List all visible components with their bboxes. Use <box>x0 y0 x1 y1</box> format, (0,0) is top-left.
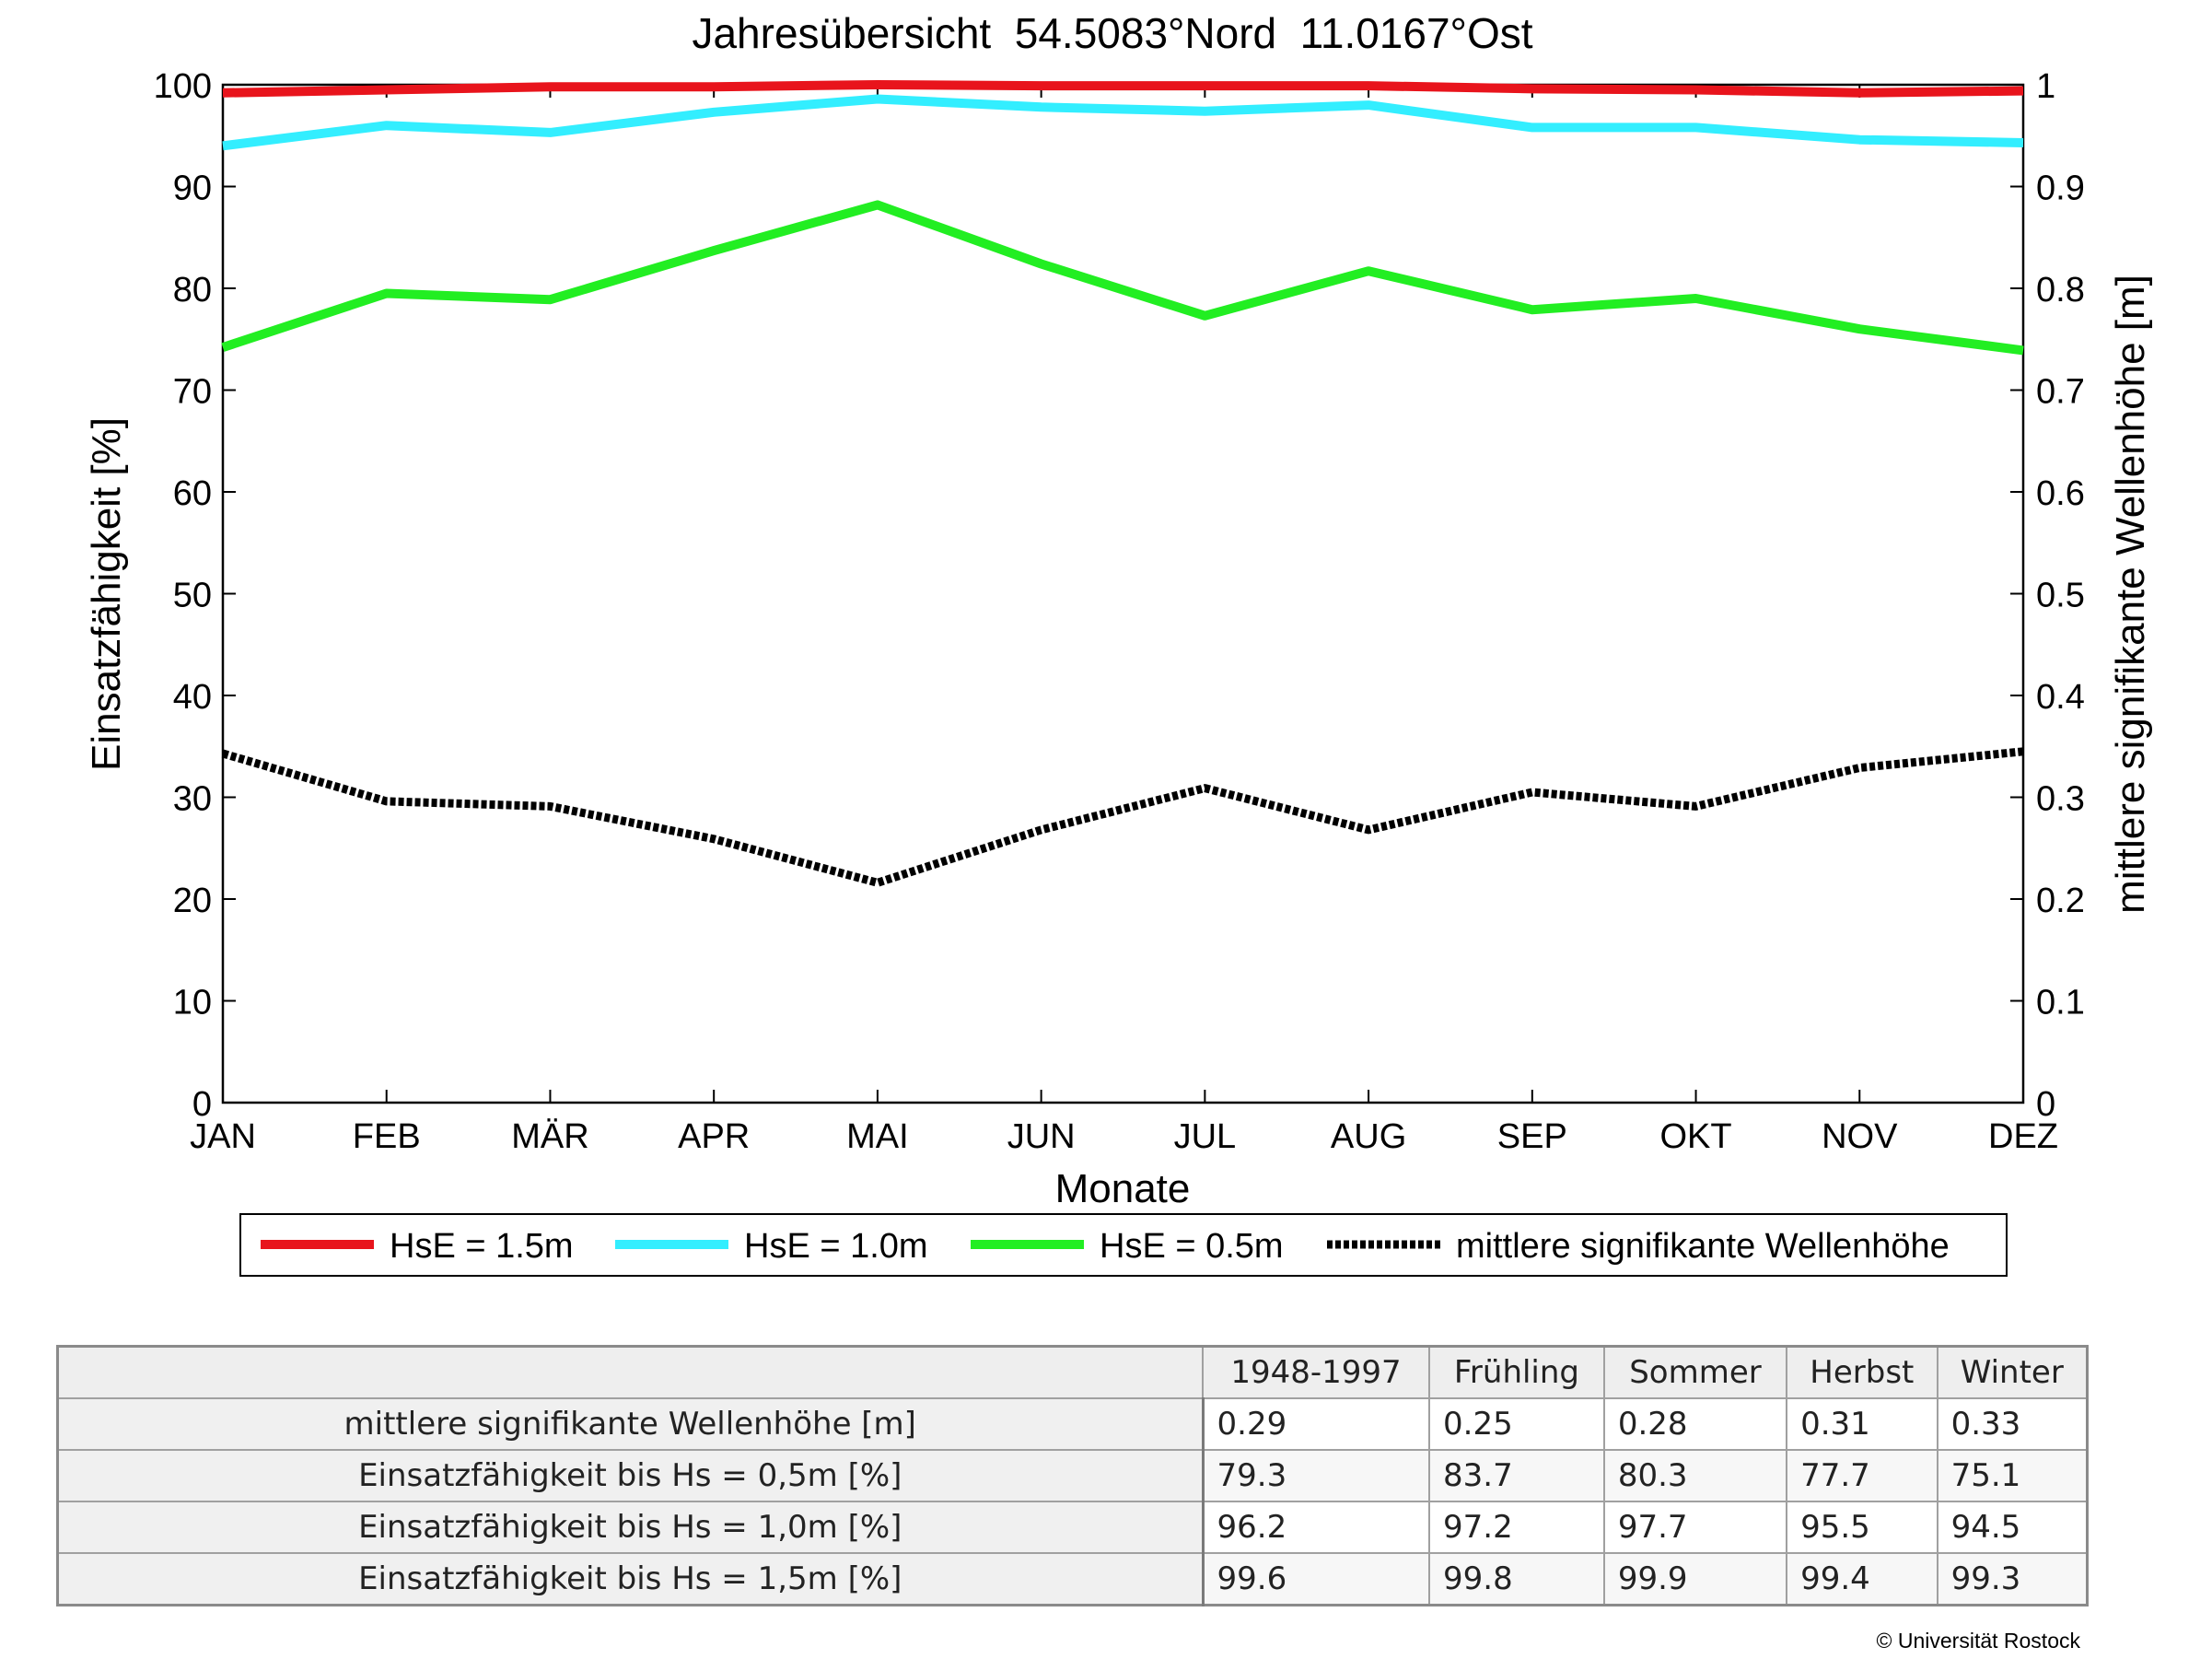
x-tick-label: NOV <box>1822 1117 1898 1156</box>
y-tick-label-right: 0 <box>2036 1085 2055 1124</box>
table-cell: 83.7 <box>1428 1449 1605 1502</box>
table-cell: 75.1 <box>1936 1449 2089 1502</box>
x-tick-label: MÄR <box>511 1117 588 1156</box>
series-lines <box>221 80 2024 887</box>
y-tick-label-left: 70 <box>173 373 212 412</box>
table-cell: 99.6 <box>1202 1552 1430 1606</box>
table-cell: 94.5 <box>1936 1501 2089 1554</box>
y-tick-label-right: 1 <box>2036 67 2055 106</box>
y-tick-label-left: 100 <box>154 67 212 106</box>
series-line-3 <box>221 747 2024 887</box>
table-row: Einsatzfähigkeit bis Hs = 0,5m [%] 79.3 … <box>56 1449 2089 1502</box>
table-row: Einsatzfähigkeit bis Hs = 1,0m [%] 96.2 … <box>56 1501 2089 1554</box>
table-header-period: 1948-1997 <box>1202 1345 1430 1399</box>
legend-label-1: HsE = 1.0m <box>744 1227 928 1266</box>
table-row-label: mittlere signifikante Wellenhöhe [m] <box>56 1397 1205 1451</box>
table-cell: 0.33 <box>1936 1397 2089 1451</box>
y-axis-right: 0 0.1 0.2 0.3 0.4 0.5 0.6 0.7 0.8 0.9 1 <box>2010 67 2085 1124</box>
annual-overview-chart: Jahresübersicht 54.5083°Nord 11.0167°Ost… <box>84 9 2153 1277</box>
y-tick-label-left: 60 <box>173 474 212 513</box>
y-tick-label-right: 0.4 <box>2036 678 2085 717</box>
y-tick-label-right: 0.6 <box>2036 474 2085 513</box>
series-line-2 <box>221 200 2024 356</box>
table-row: mittlere signifikante Wellenhöhe [m] 0.2… <box>56 1397 2089 1451</box>
table-cell: 80.3 <box>1602 1449 1788 1502</box>
y-axis-left-label: Einsatzfähigkeit [%] <box>84 417 129 771</box>
table-cell: 0.28 <box>1602 1397 1788 1451</box>
legend: HsE = 1.5m HsE = 1.0m HsE = 0.5m mittlere s… <box>239 1213 2008 1277</box>
table-row-label: Einsatzfähigkeit bis Hs = 1,5m [%] <box>56 1552 1205 1606</box>
y-tick-label-left: 0 <box>192 1085 212 1124</box>
table-header-spring: Frühling <box>1428 1345 1605 1399</box>
x-tick-label: JUN <box>1007 1117 1076 1156</box>
series-line-1 <box>222 94 2024 151</box>
table-header-row: 1948-1997 Frühling Sommer Herbst Winter <box>56 1345 2089 1399</box>
table-cell: 0.29 <box>1202 1397 1430 1451</box>
x-axis: JAN FEB MÄR APR MAI JUN JUL AUG SEP OKT NOV DEZ <box>190 85 2058 1156</box>
y-tick-label-left: 50 <box>173 577 212 615</box>
x-axis-label: Monate <box>1055 1166 1191 1211</box>
legend-label-3: mittlere signifikante Wellenhöhe <box>1456 1227 1950 1266</box>
y-tick-label-left: 80 <box>173 271 212 310</box>
table-cell: 79.3 <box>1202 1449 1430 1502</box>
plot-area <box>221 83 2025 1104</box>
x-tick-label: JAN <box>190 1117 256 1156</box>
x-tick-label: DEZ <box>1988 1117 2058 1156</box>
y-tick-label-right: 0.5 <box>2036 577 2085 615</box>
summary-table: 1948-1997 Frühling Sommer Herbst Winter … <box>56 1345 2089 1606</box>
table-cell: 0.31 <box>1786 1397 1938 1451</box>
table-header-autumn: Herbst <box>1786 1345 1938 1399</box>
table-cell: 99.9 <box>1602 1552 1788 1606</box>
y-tick-label-left: 90 <box>173 169 212 208</box>
series-line-0 <box>222 80 2024 98</box>
table-cell: 99.3 <box>1936 1552 2089 1606</box>
y-axis-left: 0 10 20 30 40 50 60 70 80 90 100 <box>154 67 236 1124</box>
y-tick-label-right: 0.8 <box>2036 271 2085 310</box>
y-tick-label-right: 0.1 <box>2036 984 2085 1022</box>
x-tick-label: MAI <box>846 1117 909 1156</box>
chart-title: Jahresübersicht 54.5083°Nord 11.0167°Ost <box>692 9 1532 57</box>
table-cell: 96.2 <box>1202 1501 1430 1554</box>
x-tick-label: FEB <box>353 1117 421 1156</box>
legend-box <box>239 1213 2008 1277</box>
table-corner-cell <box>56 1345 1204 1399</box>
y-tick-label-left: 20 <box>173 882 212 920</box>
table-cell: 95.5 <box>1786 1501 1938 1554</box>
table-cell: 99.4 <box>1786 1552 1938 1606</box>
x-tick-label: SEP <box>1497 1117 1567 1156</box>
y-tick-label-left: 10 <box>173 984 212 1022</box>
copyright-notice: © Universität Rostock <box>1876 1629 2080 1653</box>
x-tick-label: APR <box>678 1117 750 1156</box>
table-cell: 77.7 <box>1786 1449 1938 1502</box>
table-cell: 0.25 <box>1428 1397 1605 1451</box>
table-row-label: Einsatzfähigkeit bis Hs = 1,0m [%] <box>56 1501 1205 1554</box>
y-tick-label-right: 0.7 <box>2036 373 2085 412</box>
legend-label-0: HsE = 1.5m <box>390 1227 574 1266</box>
x-tick-label: AUG <box>1331 1117 1406 1156</box>
table-row-label: Einsatzfähigkeit bis Hs = 0,5m [%] <box>56 1449 1205 1502</box>
y-tick-label-left: 30 <box>173 780 212 819</box>
y-tick-label-right: 0.3 <box>2036 780 2085 819</box>
y-tick-label-right: 0.9 <box>2036 169 2085 208</box>
table-header-winter: Winter <box>1936 1345 2089 1399</box>
table-cell: 97.2 <box>1428 1501 1605 1554</box>
table-cell: 97.7 <box>1602 1501 1788 1554</box>
y-axis-right-label: mittlere signifikante Wellenhöhe [m] <box>2108 275 2153 914</box>
table-header-summer: Sommer <box>1602 1345 1788 1399</box>
y-tick-label-left: 40 <box>173 678 212 717</box>
y-tick-label-right: 0.2 <box>2036 882 2085 920</box>
legend-label-2: HsE = 0.5m <box>1100 1227 1284 1266</box>
x-tick-label: OKT <box>1659 1117 1731 1156</box>
table-row: Einsatzfähigkeit bis Hs = 1,5m [%] 99.6 … <box>56 1552 2089 1606</box>
table-cell: 99.8 <box>1428 1552 1605 1606</box>
x-tick-label: JUL <box>1174 1117 1237 1156</box>
